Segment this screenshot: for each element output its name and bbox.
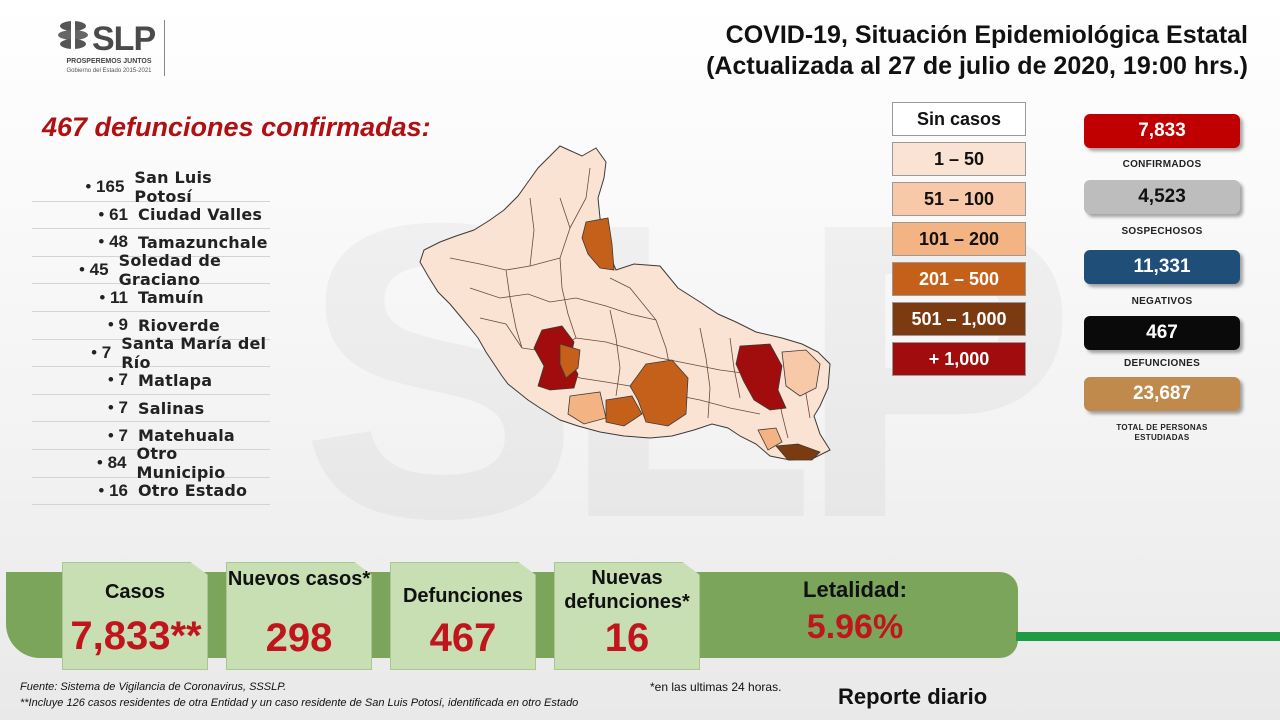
logo-mark-icon bbox=[58, 20, 88, 50]
list-item: 61 Ciudad Valles bbox=[32, 202, 270, 230]
map-base bbox=[419, 145, 831, 461]
municipality-name: Soledad de Graciano bbox=[118, 251, 222, 290]
legend-item: Sin casos bbox=[892, 102, 1026, 136]
stat-card-value: 7,833 bbox=[1084, 114, 1240, 148]
daily-report-label: Reporte diario bbox=[838, 684, 988, 709]
map-region-tamazunchale-area bbox=[581, 217, 615, 271]
municipality-name: Otro Municipio bbox=[136, 444, 226, 483]
map-region-east-mid bbox=[781, 349, 821, 397]
municipality-name: Tamuín bbox=[138, 288, 204, 308]
municipality-name: San Luis Potosí bbox=[134, 168, 212, 207]
list-item: 11 Tamuín bbox=[32, 284, 270, 312]
logo-divider bbox=[164, 20, 165, 76]
list-item: 7 Matlapa bbox=[32, 367, 270, 395]
footer-source: Fuente: Sistema de Vigilancia de Coronav… bbox=[20, 681, 287, 693]
lethality-label: Letalidad: bbox=[803, 577, 907, 602]
list-item: 84 Otro Municipio bbox=[32, 444, 270, 482]
stat-card-label: TOTAL DE PERSONAS ESTUDIADAS bbox=[1116, 423, 1208, 442]
death-count: 7 bbox=[32, 343, 113, 363]
death-count: 7 bbox=[32, 398, 130, 418]
legend-item: + 1,000 bbox=[892, 342, 1026, 376]
list-item: 7 Santa María del Río bbox=[32, 334, 270, 372]
municipality-name: Rioverde bbox=[138, 315, 220, 335]
footer-note: **Incluye 126 casos residentes de otra E… bbox=[20, 697, 579, 709]
accent-line bbox=[1016, 632, 1280, 641]
map-region-southeast bbox=[775, 443, 821, 461]
title-line-1: COVID-19, Situación Epidemiológica Estat… bbox=[725, 21, 1248, 49]
municipality-name: Matlapa bbox=[138, 370, 213, 390]
map-region-center bbox=[629, 359, 689, 427]
death-count: 11 bbox=[32, 288, 130, 308]
deaths-by-municipality-list: 165 San Luis Potosí61 Ciudad Valles 48 Tamaz… bbox=[32, 168, 270, 506]
death-count: 7 bbox=[32, 426, 130, 446]
stat-card-label: NEGATIVOS bbox=[1131, 296, 1193, 307]
logo-subtagline: Gobierno del Estado 2015-2021 bbox=[66, 68, 152, 74]
death-count: 165 bbox=[32, 177, 126, 197]
legend-item: 51 – 100 bbox=[892, 182, 1026, 216]
footer-last24: *en las ultimas 24 horas. bbox=[650, 680, 782, 694]
list-item: 7 Matehuala bbox=[32, 422, 270, 450]
stat-card-value: 23,687 bbox=[1084, 377, 1240, 411]
cases-value: 7,833** bbox=[70, 614, 202, 658]
death-count: 45 bbox=[32, 260, 111, 280]
list-item: 165 San Luis Potosí bbox=[32, 168, 270, 206]
legend-item: 101 – 200 bbox=[892, 222, 1026, 256]
list-item: 7 Salinas bbox=[32, 395, 270, 423]
municipality-name: Santa María del Río bbox=[121, 333, 267, 372]
new-cases-label: Nuevos casos* bbox=[227, 568, 371, 590]
death-count: 61 bbox=[32, 205, 130, 225]
map-region-south bbox=[757, 427, 783, 451]
municipality-name: Ciudad Valles bbox=[138, 205, 263, 225]
logo-tagline: PROSPEREMOS JUNTOS bbox=[66, 58, 152, 65]
death-count: 84 bbox=[32, 453, 129, 473]
map-region-west-mid bbox=[559, 343, 581, 379]
summary-card-new-deaths bbox=[554, 562, 700, 670]
deaths-value: 467 bbox=[429, 616, 497, 660]
municipality-name: Salinas bbox=[138, 398, 205, 418]
logo-text: SLP bbox=[92, 20, 156, 58]
deaths-label: Defunciones bbox=[402, 585, 524, 607]
death-count: 7 bbox=[32, 370, 130, 390]
stat-card-value: 467 bbox=[1084, 316, 1240, 350]
summary-card-deaths bbox=[390, 562, 536, 670]
list-item: 9 Rioverde bbox=[32, 312, 270, 340]
map-region-southwest-light bbox=[567, 391, 607, 425]
stat-card-label: DEFUNCIONES bbox=[1123, 358, 1201, 369]
new-cases-value: 298 bbox=[265, 616, 333, 660]
summary-card-cases bbox=[62, 562, 208, 670]
deaths-headline: 467 defunciones confirmadas: bbox=[42, 112, 431, 142]
death-count: 16 bbox=[32, 481, 130, 501]
lethality-value: 5.96% bbox=[806, 608, 904, 646]
slp-logo: SLP PROSPEREMOS JUNTOS Gobierno del Esta… bbox=[52, 18, 165, 78]
municipality-name: Tamazunchale bbox=[138, 232, 268, 252]
legend-item: 501 – 1,000 bbox=[892, 302, 1026, 336]
page-title: COVID-19, Situación Epidemiológica Estat… bbox=[706, 20, 1248, 82]
stat-card-value: 4,523 bbox=[1084, 180, 1240, 214]
new-deaths-value: 16 bbox=[604, 616, 650, 660]
legend-item: 201 – 500 bbox=[892, 262, 1026, 296]
new-deaths-label: Nuevas defunciones* bbox=[564, 567, 690, 613]
death-count: 48 bbox=[32, 232, 130, 252]
municipality-map bbox=[419, 145, 831, 461]
legend-item: 1 – 50 bbox=[892, 142, 1026, 176]
stat-card-value: 11,331 bbox=[1084, 250, 1240, 284]
stat-card-label: SOSPECHOSOS bbox=[1121, 226, 1203, 237]
map-state-outline bbox=[419, 145, 831, 461]
list-item: 16 Otro Estado bbox=[32, 478, 270, 506]
municipality-name: Matehuala bbox=[138, 426, 235, 446]
summary-card-new-cases bbox=[226, 562, 372, 670]
list-item: 48 Tamazunchale bbox=[32, 229, 270, 257]
municipality-name: Otro Estado bbox=[138, 481, 248, 501]
list-item: 45 Soledad de Graciano bbox=[32, 251, 270, 289]
cases-label: Casos bbox=[104, 581, 166, 603]
death-count: 9 bbox=[32, 315, 130, 335]
stat-card-label: CONFIRMADOS bbox=[1122, 159, 1202, 170]
title-line-2: (Actualizada al 27 de julio de 2020, 19:… bbox=[706, 52, 1248, 80]
map-region-san-luis-potosi bbox=[735, 343, 787, 411]
